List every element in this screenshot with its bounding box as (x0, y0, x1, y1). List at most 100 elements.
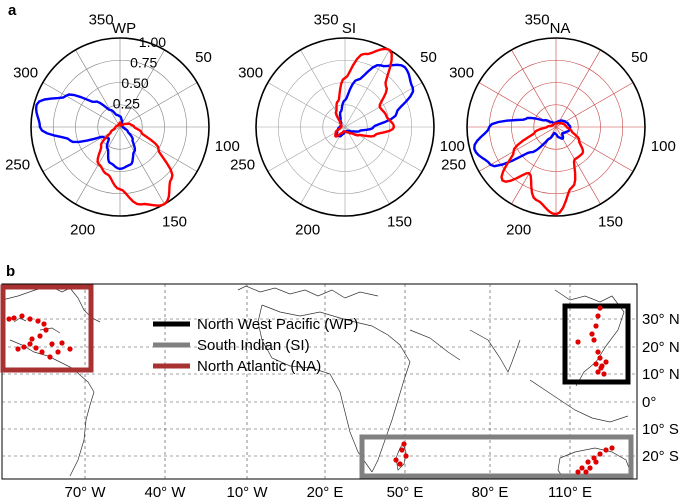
angular-tick-label: 50 (631, 49, 648, 66)
tc-point (575, 339, 581, 345)
tc-point (589, 331, 595, 337)
angular-tick-label: 100 (215, 138, 240, 155)
coastline (529, 379, 629, 423)
tc-point (593, 459, 599, 465)
polar-spoke (75, 126, 121, 205)
radial-tick-label: 0.25 (113, 96, 140, 112)
tc-point (35, 318, 41, 324)
angular-tick-label: 300 (238, 65, 263, 82)
tc-point (587, 465, 593, 471)
polar-spoke (42, 82, 121, 128)
coastline (257, 304, 373, 473)
legend-label: North West Pacific (WP) (197, 316, 358, 333)
polar-series-red (334, 47, 396, 138)
tc-point (601, 371, 607, 377)
tc-point (37, 333, 43, 339)
polar-spoke (555, 82, 634, 128)
tc-point (27, 341, 33, 347)
polar-spoke (300, 126, 346, 205)
polar-series-blue (473, 116, 572, 168)
polar-outline (466, 37, 646, 217)
polar-spoke (75, 49, 121, 128)
angular-tick-label: 250 (5, 156, 30, 173)
angular-tick-label: 250 (441, 156, 466, 173)
tc-point (41, 321, 47, 327)
lat-tick-label: 20° N (642, 339, 680, 356)
tc-point (609, 445, 615, 451)
world-map: North West Pacific (WP) South Indian (SI)… (0, 283, 680, 501)
angular-tick-label: 150 (162, 213, 187, 230)
polar-outline (30, 37, 210, 217)
tc-point (15, 346, 21, 352)
angular-tick-label: 50 (195, 49, 212, 66)
tc-point (595, 349, 601, 355)
angular-tick-label: 100 (651, 138, 676, 155)
tc-point (403, 453, 409, 459)
polar-plots: 501001502002503003500.250.500.751.00WP50… (5, 12, 676, 239)
polar-title: SI (342, 20, 356, 37)
tc-point (591, 337, 597, 343)
tc-point (597, 355, 603, 361)
lat-tick-label: 30° N (642, 311, 680, 328)
angular-tick-label: 200 (506, 221, 531, 238)
polar-spoke (555, 49, 601, 128)
region-boxes (0, 284, 634, 479)
tc-point (597, 451, 603, 457)
panel-label-a: a (8, 2, 17, 19)
polar-na: 50 100 150 200 250 300 350 NA (441, 12, 676, 239)
tc-point (598, 365, 604, 371)
radial-tick-label: 0.50 (121, 75, 148, 91)
lon-tick-label: 80° E (472, 484, 509, 501)
angular-tick-label: 150 (598, 213, 623, 230)
polar-spoke (42, 126, 121, 172)
tc-points (6, 305, 615, 475)
region-box-na (0, 284, 94, 373)
tc-point (11, 315, 17, 321)
radial-tick-label: 1.00 (139, 34, 166, 50)
tc-point (47, 354, 53, 360)
tc-point (393, 457, 399, 463)
lat-tick-label: 10° N (642, 366, 680, 383)
coastline (237, 285, 379, 299)
tc-point (585, 459, 591, 465)
polar-spoke (555, 126, 601, 205)
polar-title: NA (550, 20, 571, 37)
tc-point (595, 313, 601, 319)
polar-spoke (119, 126, 165, 205)
polar-spoke (267, 126, 346, 172)
region-box-si (359, 434, 634, 479)
polar-spoke (511, 49, 557, 128)
polar-outline (255, 37, 435, 217)
tc-point (29, 336, 35, 342)
tc-point (597, 305, 603, 311)
polar-spoke (119, 49, 165, 128)
coastline (371, 361, 411, 473)
tc-point (19, 313, 25, 319)
lon-tick-label: 70° W (64, 484, 106, 501)
lon-tick-label: 10° W (226, 484, 268, 501)
angular-tick-label: 50 (420, 49, 437, 66)
tc-point (595, 369, 601, 375)
tc-point (575, 469, 581, 475)
polar-series-red (500, 121, 585, 216)
angular-tick-label: 150 (387, 213, 412, 230)
angular-tick-label: 200 (70, 221, 95, 238)
legend-label: South Indian (SI) (197, 337, 310, 354)
tc-point (27, 316, 33, 322)
map-grid (2, 284, 637, 479)
map-frame (1, 283, 638, 480)
tc-point (55, 349, 61, 355)
tc-point (21, 344, 27, 350)
polar-spoke (555, 126, 634, 172)
coastline (261, 304, 411, 363)
lon-tick-label: 20° E (307, 484, 344, 501)
polar-si: 50 100 150 200 250 300 350 SI (230, 12, 465, 239)
lon-tick-labels: 70° W 40° W 10° W 20° E 50° E 80° E 110° E (64, 484, 592, 501)
tc-point (399, 447, 405, 453)
radial-tick-label: 0.75 (130, 55, 157, 71)
polar-spoke (267, 82, 346, 128)
angular-tick-label: 200 (295, 221, 320, 238)
coastline (395, 443, 407, 471)
